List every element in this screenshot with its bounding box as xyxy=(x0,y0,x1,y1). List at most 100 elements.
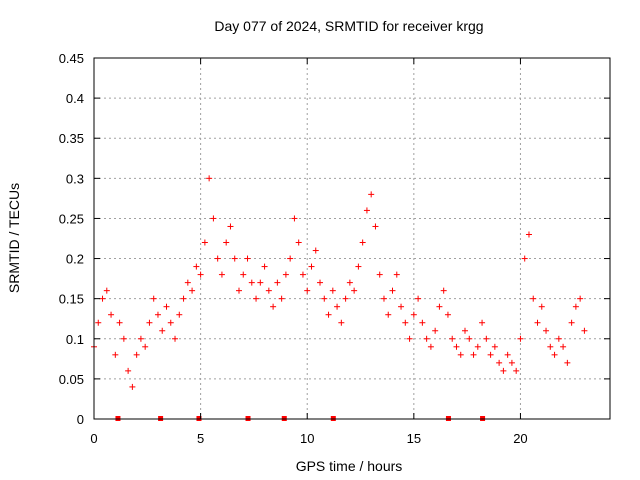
data-point xyxy=(538,303,545,310)
data-point xyxy=(368,191,375,198)
data-point xyxy=(278,295,285,302)
data-point xyxy=(474,343,481,350)
data-point xyxy=(299,271,306,278)
x-tick-label: 5 xyxy=(197,431,204,446)
data-point xyxy=(560,343,567,350)
data-point xyxy=(108,311,115,318)
data-point xyxy=(483,335,490,342)
data-point xyxy=(398,303,405,310)
data-point xyxy=(257,279,264,286)
data-point xyxy=(218,271,225,278)
data-point xyxy=(338,319,345,326)
data-point xyxy=(436,303,443,310)
y-tick-label: 0.1 xyxy=(66,332,84,347)
data-point xyxy=(287,255,294,262)
data-point xyxy=(295,239,302,246)
data-point xyxy=(146,319,153,326)
data-point xyxy=(253,295,260,302)
data-point xyxy=(504,351,511,358)
data-point xyxy=(159,327,166,334)
data-point xyxy=(547,343,554,350)
data-point xyxy=(334,303,341,310)
data-point xyxy=(581,327,588,334)
data-point xyxy=(167,319,174,326)
data-point xyxy=(172,335,179,342)
data-point xyxy=(351,287,358,294)
data-point xyxy=(312,247,319,254)
data-point xyxy=(112,351,119,358)
data-point xyxy=(372,223,379,230)
data-point xyxy=(223,239,230,246)
data-point xyxy=(317,279,324,286)
data-point xyxy=(363,207,370,214)
data-point xyxy=(125,367,132,374)
y-tick-label: 0.2 xyxy=(66,252,84,267)
data-point xyxy=(479,319,486,326)
data-point xyxy=(240,271,247,278)
data-point xyxy=(389,287,396,294)
data-point xyxy=(525,231,532,238)
data-point xyxy=(282,271,289,278)
data-point xyxy=(449,335,456,342)
data-point xyxy=(142,343,149,350)
data-points xyxy=(91,175,588,390)
data-point xyxy=(137,335,144,342)
y-tick-label: 0.05 xyxy=(59,372,84,387)
data-point xyxy=(577,295,584,302)
x-tick-label: 10 xyxy=(300,431,314,446)
data-point xyxy=(513,367,520,374)
x-axis-ticks: 0 5 10 15 20 xyxy=(90,58,528,446)
data-point xyxy=(432,327,439,334)
y-tick-label: 0.45 xyxy=(59,51,84,66)
data-point xyxy=(568,319,575,326)
data-point xyxy=(406,335,413,342)
data-point xyxy=(572,303,579,310)
data-point xyxy=(120,335,127,342)
data-point xyxy=(410,311,417,318)
data-point xyxy=(376,271,383,278)
y-tick-label: 0.25 xyxy=(59,211,84,226)
y-tick-label: 0.3 xyxy=(66,171,84,186)
data-point xyxy=(385,311,392,318)
data-point xyxy=(393,271,400,278)
chart-title: Day 077 of 2024, SRMTID for receiver krg… xyxy=(214,18,483,34)
data-point xyxy=(308,263,315,270)
data-point xyxy=(129,383,136,390)
data-point xyxy=(534,319,541,326)
data-point xyxy=(231,255,238,262)
data-point xyxy=(154,311,161,318)
data-point xyxy=(244,255,251,262)
data-point xyxy=(291,215,298,222)
data-point xyxy=(423,335,430,342)
data-point xyxy=(521,255,528,262)
data-point xyxy=(150,295,157,302)
x-tick-label: 15 xyxy=(407,431,421,446)
data-point xyxy=(304,287,311,294)
data-point xyxy=(380,295,387,302)
data-point xyxy=(103,287,110,294)
y-tick-label: 0.15 xyxy=(59,292,84,307)
data-point xyxy=(99,295,106,302)
data-point xyxy=(214,255,221,262)
data-point xyxy=(95,319,102,326)
x-tick-label: 0 xyxy=(90,431,97,446)
data-point xyxy=(496,359,503,366)
data-point xyxy=(325,311,332,318)
data-point xyxy=(564,359,571,366)
data-point xyxy=(197,271,204,278)
data-point xyxy=(359,239,366,246)
data-point xyxy=(206,175,213,182)
data-point xyxy=(321,295,328,302)
data-point xyxy=(457,351,464,358)
data-point xyxy=(440,287,447,294)
data-point xyxy=(508,359,515,366)
y-tick-label: 0.35 xyxy=(59,131,84,146)
data-point xyxy=(133,351,140,358)
data-point xyxy=(466,335,473,342)
y-axis-label: SRMTID / TECUs xyxy=(6,183,22,293)
data-point xyxy=(274,279,281,286)
data-point xyxy=(555,335,562,342)
data-point xyxy=(419,319,426,326)
data-point xyxy=(265,287,272,294)
